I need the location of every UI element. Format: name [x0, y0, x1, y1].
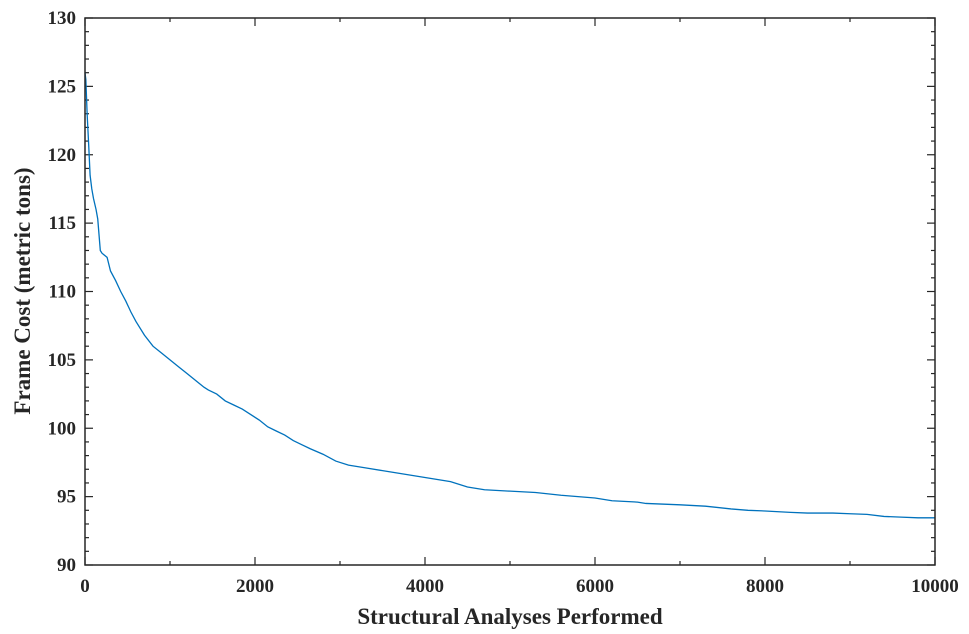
x-tick-label: 0 [80, 576, 90, 597]
x-tick-label: 10000 [911, 576, 959, 597]
y-tick-labels: 90 95 100 105 110 115 120 125 130 [48, 8, 77, 576]
y-tick-label: 130 [48, 8, 77, 29]
plot-frame [84, 17, 936, 566]
x-tick-label: 4000 [406, 576, 444, 597]
y-tick-label: 90 [57, 555, 76, 576]
y-tick-label: 105 [48, 350, 77, 371]
x-tick-label: 8000 [746, 576, 784, 597]
y-tick-label: 120 [48, 145, 77, 166]
y-axis-label: Frame Cost (metric tons) [10, 167, 35, 414]
y-tick-label: 115 [49, 213, 76, 234]
y-tick-label: 95 [57, 487, 76, 508]
x-tick-label: 2000 [236, 576, 274, 597]
plot-area-background [85, 18, 935, 565]
series-line [84, 72, 935, 519]
x-tick-label: 6000 [576, 576, 614, 597]
x-tick-labels: 0 2000 4000 6000 8000 10000 [80, 576, 959, 597]
x-axis-label: Structural Analyses Performed [357, 604, 663, 629]
y-tick-label: 125 [48, 76, 77, 97]
y-tick-label: 100 [48, 418, 77, 439]
y-tick-label: 110 [49, 282, 76, 303]
